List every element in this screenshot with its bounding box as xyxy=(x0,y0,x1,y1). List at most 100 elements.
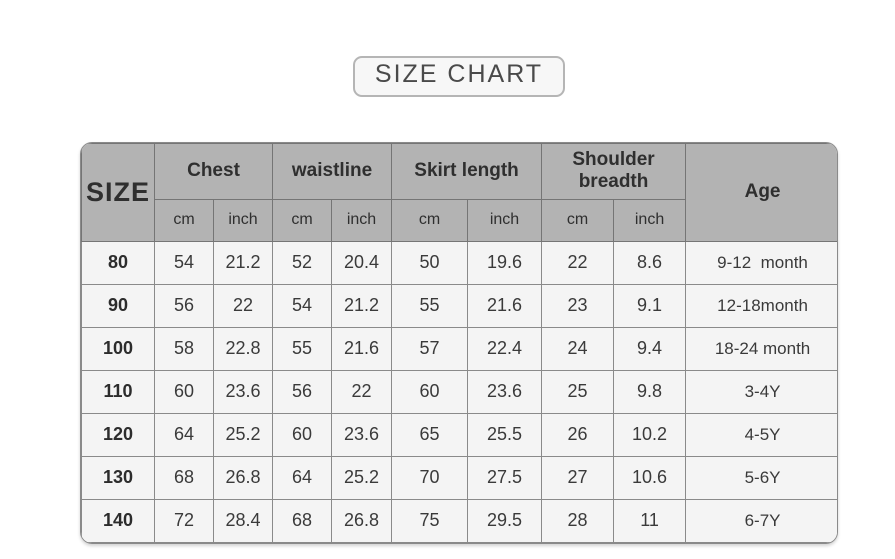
table-row: 120 64 25.2 60 23.6 65 25.5 26 10.2 4-5Y xyxy=(81,412,837,457)
measurement-cell: 60 xyxy=(391,369,469,414)
column-group-shoulder-breadth: Shoulder breadth xyxy=(541,142,687,200)
size-chart-table-wrap: SIZE Chest waistline Skirt length Should… xyxy=(80,141,838,544)
measurement-cell: 28.4 xyxy=(212,498,274,543)
measurement-cell: 22 xyxy=(212,283,274,328)
measurement-cell: 22 xyxy=(331,369,393,414)
measurement-cell: 70 xyxy=(391,455,469,500)
measurement-cell: 64 xyxy=(154,412,214,457)
measurement-cell: 26.8 xyxy=(331,498,393,543)
table-row: 100 58 22.8 55 21.6 57 22.4 24 9.4 18-24 month xyxy=(81,326,837,371)
age-cell: 4-5Y xyxy=(685,412,837,457)
age-cell: 18-24 month xyxy=(685,326,837,371)
measurement-cell: 10.6 xyxy=(613,455,687,500)
size-cell: 90 xyxy=(81,283,155,328)
measurement-cell: 10.2 xyxy=(613,412,687,457)
measurement-cell: 56 xyxy=(272,369,333,414)
measurement-cell: 60 xyxy=(272,412,333,457)
measurement-cell: 54 xyxy=(154,240,214,285)
table-row: 130 68 26.8 64 25.2 70 27.5 27 10.6 5-6Y xyxy=(81,455,837,500)
unit-header-chest-cm: cm xyxy=(154,198,214,242)
size-cell: 140 xyxy=(81,498,155,543)
table-row: 110 60 23.6 56 22 60 23.6 25 9.8 3-4Y xyxy=(81,369,837,414)
measurement-cell: 64 xyxy=(272,455,333,500)
measurement-cell: 68 xyxy=(154,455,214,500)
measurement-cell: 21.2 xyxy=(331,283,393,328)
table-body: 80 54 21.2 52 20.4 50 19.6 22 8.6 9-12 month 90 56 2… xyxy=(81,240,837,543)
measurement-cell: 23.6 xyxy=(331,412,393,457)
measurement-cell: 28 xyxy=(541,498,615,543)
column-header-age: Age xyxy=(685,142,837,242)
measurement-cell: 55 xyxy=(272,326,333,371)
header-unit-row: cm inch cm inch cm inch cm inch xyxy=(82,198,838,242)
measurement-cell: 60 xyxy=(154,369,214,414)
header-group-row: SIZE Chest waistline Skirt length Should… xyxy=(81,142,837,242)
measurement-cell: 23 xyxy=(541,283,615,328)
age-cell: 9-12 month xyxy=(685,240,837,285)
table-row: 140 72 28.4 68 26.8 75 29.5 28 11 6-7Y xyxy=(81,498,837,543)
measurement-cell: 27.5 xyxy=(467,455,543,500)
measurement-cell: 19.6 xyxy=(467,240,543,285)
measurement-cell: 20.4 xyxy=(331,240,393,285)
measurement-cell: 22.4 xyxy=(467,326,543,371)
measurement-cell: 26 xyxy=(541,412,615,457)
measurement-cell: 25.2 xyxy=(331,455,393,500)
measurement-cell: 21.6 xyxy=(331,326,393,371)
measurement-cell: 21.2 xyxy=(212,240,274,285)
measurement-cell: 23.6 xyxy=(467,369,543,414)
measurement-cell: 23.6 xyxy=(212,369,274,414)
measurement-cell: 52 xyxy=(272,240,333,285)
unit-header-waist-cm: cm xyxy=(272,198,333,242)
measurement-cell: 68 xyxy=(272,498,333,543)
measurement-cell: 29.5 xyxy=(467,498,543,543)
measurement-cell: 55 xyxy=(391,283,469,328)
measurement-cell: 58 xyxy=(154,326,214,371)
column-group-skirt-length: Skirt length xyxy=(391,142,543,200)
size-cell: 120 xyxy=(81,412,155,457)
unit-header-chest-inch: inch xyxy=(212,198,274,242)
column-header-size: SIZE xyxy=(81,142,155,242)
column-group-waistline: waistline xyxy=(272,142,393,200)
measurement-cell: 24 xyxy=(541,326,615,371)
age-cell: 6-7Y xyxy=(685,498,837,543)
measurement-cell: 65 xyxy=(391,412,469,457)
table-row: 90 56 22 54 21.2 55 21.6 23 9.1 12-18month xyxy=(81,283,837,328)
measurement-cell: 22 xyxy=(541,240,615,285)
measurement-cell: 57 xyxy=(391,326,469,371)
table-header: SIZE Chest waistline Skirt length Should… xyxy=(81,142,838,242)
measurement-cell: 22.8 xyxy=(212,326,274,371)
unit-header-skirt-inch: inch xyxy=(467,198,543,242)
measurement-cell: 21.6 xyxy=(467,283,543,328)
size-cell: 130 xyxy=(81,455,155,500)
measurement-cell: 75 xyxy=(391,498,469,543)
age-cell: 12-18month xyxy=(685,283,837,328)
size-cell: 100 xyxy=(81,326,155,371)
measurement-cell: 72 xyxy=(154,498,214,543)
size-cell: 110 xyxy=(81,369,155,414)
size-chart-table: SIZE Chest waistline Skirt length Should… xyxy=(81,142,838,543)
measurement-cell: 25 xyxy=(541,369,615,414)
size-chart-title: SIZE CHART xyxy=(352,56,566,97)
size-chart-page: SIZE CHART SIZE Chest waistline Skirt le… xyxy=(80,0,838,544)
measurement-cell: 9.8 xyxy=(613,369,687,414)
unit-header-shoulder-inch: inch xyxy=(613,198,687,242)
measurement-cell: 27 xyxy=(541,455,615,500)
age-cell: 3-4Y xyxy=(685,369,837,414)
measurement-cell: 25.2 xyxy=(212,412,274,457)
unit-header-shoulder-cm: cm xyxy=(541,198,615,242)
measurement-cell: 50 xyxy=(391,240,469,285)
column-group-chest: Chest xyxy=(153,142,274,200)
title-row: SIZE CHART xyxy=(80,0,838,97)
unit-header-waist-inch: inch xyxy=(331,198,393,242)
measurement-cell: 11 xyxy=(613,498,687,543)
measurement-cell: 56 xyxy=(154,283,214,328)
unit-header-skirt-cm: cm xyxy=(391,198,469,242)
measurement-cell: 9.1 xyxy=(613,283,687,328)
measurement-cell: 54 xyxy=(272,283,333,328)
age-cell: 5-6Y xyxy=(685,455,837,500)
size-cell: 80 xyxy=(81,240,155,285)
measurement-cell: 25.5 xyxy=(467,412,543,457)
measurement-cell: 8.6 xyxy=(613,240,687,285)
table-row: 80 54 21.2 52 20.4 50 19.6 22 8.6 9-12 month xyxy=(81,240,837,285)
measurement-cell: 9.4 xyxy=(613,326,687,371)
measurement-cell: 26.8 xyxy=(212,455,274,500)
